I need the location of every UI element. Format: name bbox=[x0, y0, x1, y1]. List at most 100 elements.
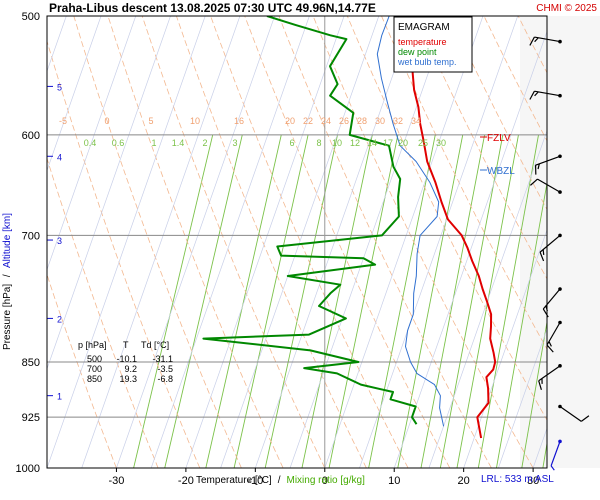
wind-barb-flag bbox=[542, 308, 549, 318]
mixing-ratio-line bbox=[496, 180, 547, 468]
dry-adiabat-line bbox=[141, 16, 326, 468]
dry-adiabat-label: 34 bbox=[411, 116, 421, 126]
wind-barbs bbox=[529, 36, 590, 471]
wind-barb-staff bbox=[550, 441, 561, 467]
series-line-dew-point bbox=[202, 16, 418, 425]
wbzl-label: WBZL bbox=[487, 166, 515, 177]
chart-title: Praha-Libus descent 13.08.2025 07:30 UTC… bbox=[49, 1, 376, 15]
wind-panel-background bbox=[520, 16, 600, 468]
copyright-text: CHMI © 2025 bbox=[536, 3, 597, 14]
mixing-ratio-label: 1 bbox=[151, 138, 156, 148]
isotherm-line bbox=[81, 16, 241, 468]
wind-barb-dot bbox=[558, 287, 562, 291]
mixing-ratio-label: 6 bbox=[289, 138, 294, 148]
dry-adiabat-label: 32 bbox=[393, 116, 403, 126]
wind-barb bbox=[529, 178, 562, 194]
pressure-tick-label: 700 bbox=[22, 230, 40, 242]
dry-adiabat-label: 26 bbox=[339, 116, 349, 126]
dry-adiabat-line bbox=[107, 16, 284, 468]
isotherm-line bbox=[289, 16, 449, 468]
isotherm-line bbox=[185, 16, 345, 468]
sounding-series bbox=[202, 16, 497, 439]
isotherm-line bbox=[463, 228, 547, 468]
legend-item-temperature: temperature bbox=[398, 37, 447, 47]
temperature-tick-label: 0 bbox=[322, 475, 328, 487]
wind-barb bbox=[558, 404, 590, 422]
level-markers: FZLV WBZL bbox=[480, 133, 515, 177]
table-header-t: T bbox=[123, 340, 129, 350]
temperature-tick-label: -10 bbox=[247, 475, 263, 487]
wind-barb-staff bbox=[542, 288, 561, 310]
mixing-ratio-line bbox=[328, 134, 399, 468]
table-cell: -6.8 bbox=[157, 374, 173, 384]
wind-barb-flag bbox=[529, 178, 538, 186]
legend-frame bbox=[393, 16, 473, 73]
wind-barb-dot bbox=[558, 154, 562, 159]
wind-barb-flag bbox=[529, 90, 535, 100]
mixing-ratio-line bbox=[205, 134, 282, 468]
isotherm-line bbox=[150, 16, 310, 468]
wind-barb-flag bbox=[534, 91, 539, 97]
dry-adiabat-label: 0 bbox=[104, 116, 109, 126]
wind-barb-dot bbox=[558, 404, 562, 409]
mixing-ratio-line bbox=[397, 134, 464, 468]
wind-barb-dot bbox=[558, 233, 562, 238]
wind-barb-staff bbox=[534, 90, 561, 97]
dry-adiabat-line bbox=[73, 16, 242, 468]
dry-adiabat-label: 24 bbox=[321, 116, 331, 126]
altitude-tick-label: 2 bbox=[57, 314, 62, 324]
pressure-tick-label: 1000 bbox=[16, 463, 40, 475]
table-cell: 700 bbox=[87, 364, 102, 374]
y-axis-label: Pressure [hPa] / Altitude [km] bbox=[2, 213, 13, 350]
wind-barb-staff bbox=[538, 365, 561, 382]
wind-barb-dot bbox=[558, 39, 562, 44]
mixing-ratio-label: 25 bbox=[418, 138, 428, 148]
table-cell: 500 bbox=[87, 354, 102, 364]
table-cell: 19.3 bbox=[119, 374, 137, 384]
wind-barb-staff bbox=[535, 155, 561, 166]
x-axis-label-temperature: Temperature [°C] bbox=[196, 475, 272, 486]
mixing-ratio-label: 2 bbox=[202, 138, 207, 148]
dry-adiabat-label: 30 bbox=[375, 116, 385, 126]
temperature-tick-label: -30 bbox=[108, 475, 124, 487]
mixing-ratio-label: 1.4 bbox=[172, 138, 185, 148]
dry-adiabat-line bbox=[381, 16, 547, 350]
x-axis-label: Temperature [°C] / Mixing ratio [g/kg] bbox=[196, 475, 365, 486]
mixing-ratio-line bbox=[521, 319, 547, 468]
isotherm-line bbox=[47, 16, 206, 468]
data-table: p [hPa] T Td [°C] 500 -10.1 -31.1 700 9.… bbox=[78, 340, 173, 384]
x-axis-label-mixing: Mixing ratio [g/kg] bbox=[286, 475, 365, 486]
dry-adiabat-line bbox=[47, 39, 201, 468]
wind-barb-flag bbox=[542, 249, 545, 255]
altitude-tick-label: 3 bbox=[57, 236, 62, 246]
mixing-ratio-label: 20 bbox=[398, 138, 408, 148]
mixing-ratio-line bbox=[133, 134, 214, 468]
altitude-tick-label: 4 bbox=[57, 152, 62, 162]
wind-barb bbox=[539, 233, 562, 262]
wind-barb bbox=[546, 320, 562, 353]
legend-title: EMAGRAM bbox=[398, 22, 450, 33]
wind-barb-dot bbox=[558, 190, 562, 194]
lrl-label: LRL: 533 m ASL bbox=[481, 474, 554, 485]
isotherm-line bbox=[47, 16, 102, 172]
mixing-ratio-label: 3 bbox=[232, 138, 237, 148]
wind-barb-dot bbox=[558, 93, 562, 98]
isotherm-line bbox=[220, 16, 380, 468]
dry-adiabat-label: 10 bbox=[190, 116, 200, 126]
table-header-td: Td [°C] bbox=[141, 340, 169, 350]
wind-barb-dot bbox=[558, 320, 562, 325]
wind-barb bbox=[529, 90, 562, 100]
wind-barb-flag bbox=[546, 344, 554, 353]
isotherm-line bbox=[255, 16, 414, 468]
isotherm-line bbox=[393, 30, 547, 468]
temperature-tick-label: -20 bbox=[178, 475, 194, 487]
wind-barb bbox=[529, 36, 562, 46]
mixing-ratio-label: 10 bbox=[332, 138, 342, 148]
isotherm-line bbox=[324, 16, 484, 468]
series-line-temperature bbox=[406, 16, 497, 439]
altitude-tick-label: 1 bbox=[57, 392, 62, 402]
mixing-ratio-line bbox=[164, 134, 243, 468]
mixing-ratio-label: 12 bbox=[350, 138, 360, 148]
isotherm-line bbox=[498, 328, 547, 468]
legend-box: EMAGRAM temperature dew point wet bulb t… bbox=[393, 16, 473, 73]
